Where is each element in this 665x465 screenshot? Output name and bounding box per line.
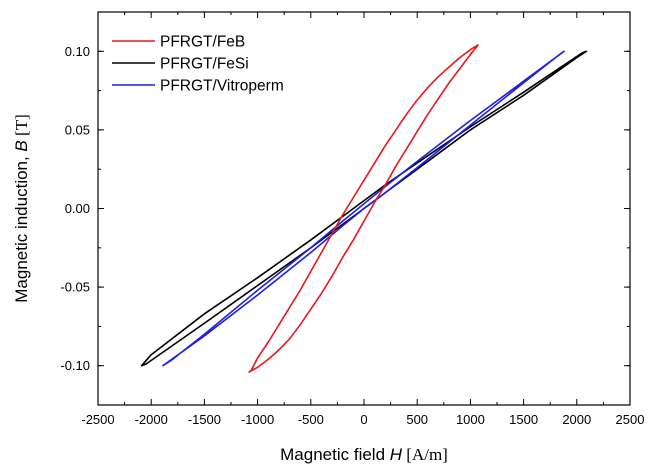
series-layer (140, 44, 588, 373)
x-tick-label: -1500 (188, 412, 221, 427)
series-line-pfrgt-feb (248, 44, 479, 373)
x-tick-label: 2000 (562, 412, 591, 427)
y-tick-label: 0.10 (65, 44, 90, 59)
x-tick-label: -2500 (81, 412, 114, 427)
y-tick-label: -0.10 (60, 358, 90, 373)
x-tick-label: 500 (406, 412, 428, 427)
y-tick-label: 0.00 (65, 201, 90, 216)
x-tick-label: 2500 (616, 412, 645, 427)
x-tick-label: -2000 (135, 412, 168, 427)
series-line-pfrgt-vitroperm (162, 50, 565, 367)
legend-label-pfrgt-fesi: PFRGT/FeSi (160, 56, 249, 73)
legend-label-pfrgt-vitroperm: PFRGT/Vitroperm (160, 78, 284, 95)
x-tick-label: 1000 (456, 412, 485, 427)
ticks-layer: -2500 -2000 -1500 -1000 -500 0 500 1000 1500 2000… (60, 11, 645, 427)
y-tick-label: 0.05 (65, 122, 90, 137)
x-tick-label: -500 (298, 412, 324, 427)
legend-label-pfrgt-feb: PFRGT/FeB (160, 34, 245, 51)
x-tick-label: 0 (360, 412, 367, 427)
y-tick-label: -0.05 (60, 280, 90, 295)
x-tick-label: 1500 (509, 412, 538, 427)
y-axis-title: Magnetic induction, B [T] (12, 114, 31, 303)
x-axis-title: Magnetic field H [A/m] (280, 445, 448, 464)
x-tick-label: -1000 (241, 412, 274, 427)
legend: PFRGT/FeB PFRGT/FeSi PFRGT/Vitroperm (112, 34, 284, 95)
